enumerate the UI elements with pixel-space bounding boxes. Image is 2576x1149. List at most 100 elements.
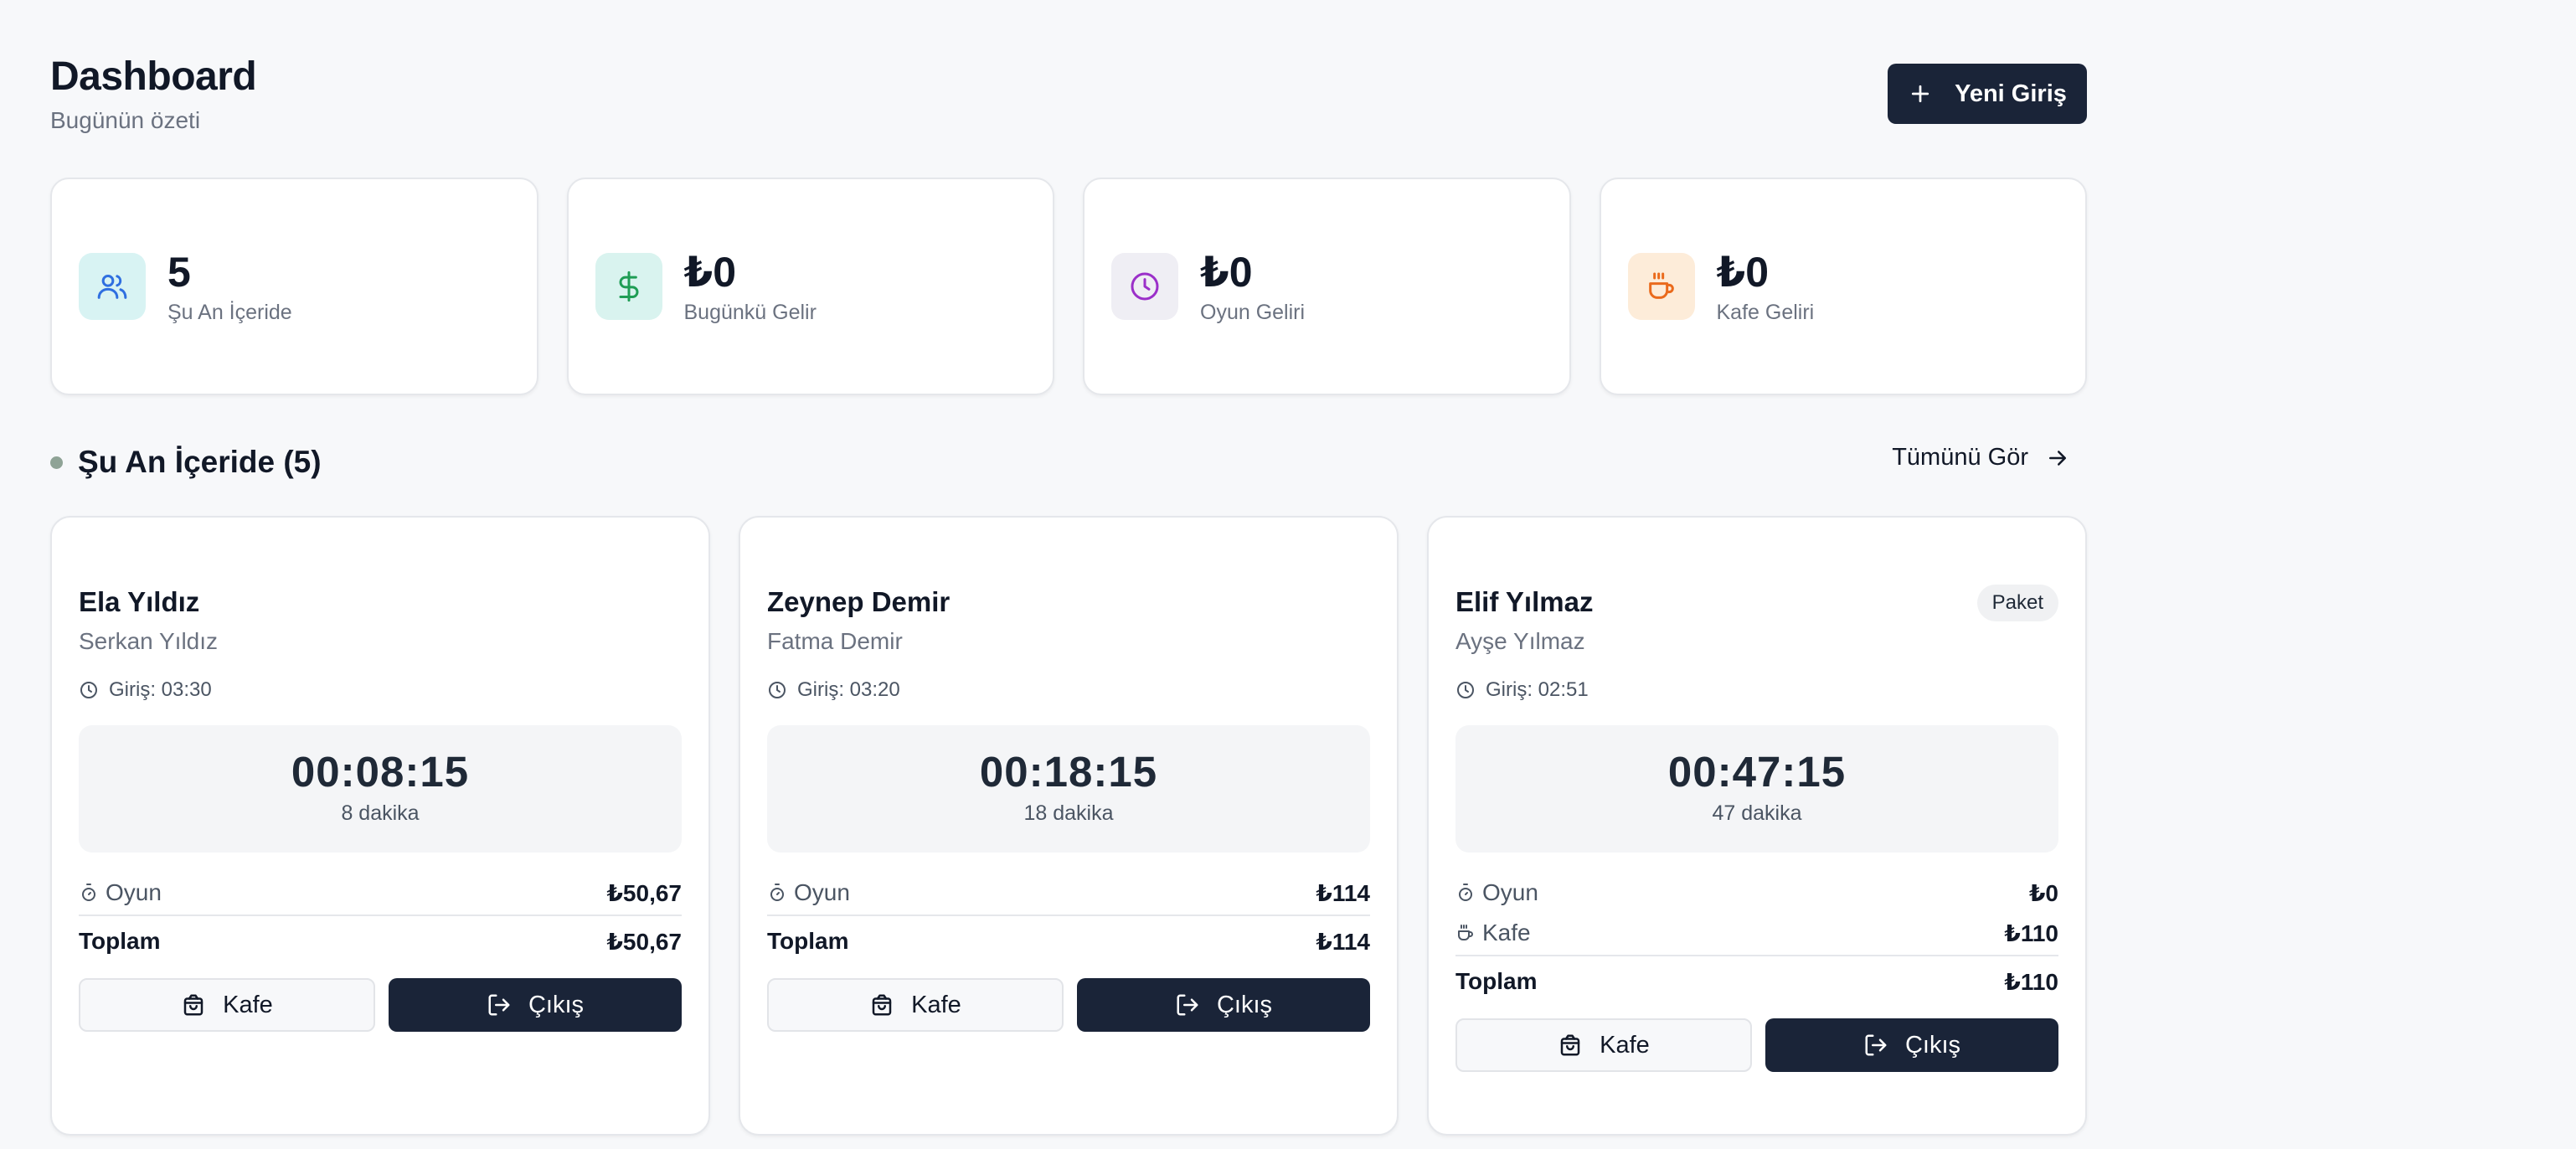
stat-card-inside-now: 5 Şu An İçeride bbox=[50, 178, 538, 395]
charge-lines: Oyun ₺0 Kafe ₺110 Toplam ₺110 bbox=[1455, 873, 2058, 1072]
timer-box: 00:47:15 47 dakika bbox=[1455, 725, 2058, 853]
game-charge-label: Oyun bbox=[79, 879, 162, 906]
parent-name: Fatma Demir bbox=[767, 628, 903, 654]
cafe-charge-value: ₺110 bbox=[2004, 920, 2058, 946]
page-header: Dashboard Bugünün özeti Yeni Giriş bbox=[50, 0, 2087, 176]
card-actions: Kafe Çıkış bbox=[79, 978, 682, 1032]
live-dot-icon bbox=[50, 456, 63, 469]
game-charge-value: ₺114 bbox=[1316, 879, 1370, 906]
exit-button[interactable]: Çıkış bbox=[1077, 978, 1370, 1032]
stat-icon-box bbox=[595, 253, 662, 320]
arrow-right-icon bbox=[2049, 450, 2066, 466]
timer-icon bbox=[82, 884, 95, 901]
session-card: Ela Yıldız Serkan Yıldız Giriş: 03:30 00… bbox=[50, 516, 710, 1136]
divider bbox=[79, 915, 682, 916]
stat-value: ₺0 bbox=[683, 248, 737, 296]
shopping-bag-icon bbox=[183, 994, 204, 1016]
card-actions: Kafe Çıkış bbox=[767, 978, 1370, 1032]
stat-text: 5 Şu An İçeride bbox=[167, 249, 292, 325]
total-label: Toplam bbox=[1455, 968, 1538, 994]
game-label-text: Oyun bbox=[1482, 879, 1538, 905]
package-badge: Paket bbox=[1976, 585, 2058, 621]
sessions-list: Ela Yıldız Serkan Yıldız Giriş: 03:30 00… bbox=[50, 516, 2087, 1136]
stat-value: ₺0 bbox=[1716, 248, 1770, 296]
plus-icon bbox=[1911, 85, 1929, 103]
section-title: Şu An İçeride (5) bbox=[78, 445, 322, 479]
cafe-button[interactable]: Kafe bbox=[767, 978, 1064, 1032]
total-value: ₺110 bbox=[2004, 968, 2058, 995]
cafe-button[interactable]: Kafe bbox=[79, 978, 375, 1032]
see-all-label: Tümünü Gör bbox=[1892, 444, 2028, 471]
new-entry-label: Yeni Giriş bbox=[1955, 80, 2067, 107]
stat-text: ₺0 Oyun Geliri bbox=[1200, 249, 1305, 325]
divider bbox=[767, 915, 1370, 916]
session-card: Zeynep Demir Fatma Demir Giriş: 03:20 00… bbox=[739, 516, 1399, 1136]
exit-button[interactable]: Çıkış bbox=[389, 978, 682, 1032]
coffee-icon bbox=[1648, 272, 1674, 299]
cafe-button-label: Kafe bbox=[911, 991, 961, 1018]
entry-time: Giriş: 03:20 bbox=[767, 678, 900, 702]
timer-box: 00:08:15 8 dakika bbox=[79, 725, 682, 853]
cafe-button-label: Kafe bbox=[223, 991, 273, 1018]
session-card: Elif Yılmaz Ayşe Yılmaz Paket Giriş: 02:… bbox=[1427, 516, 2087, 1136]
game-charge-row: Oyun ₺114 bbox=[767, 873, 1370, 913]
exit-button[interactable]: Çıkış bbox=[1765, 1018, 2058, 1072]
cafe-button[interactable]: Kafe bbox=[1455, 1018, 1752, 1072]
timer-box: 00:18:15 18 dakika bbox=[767, 725, 1370, 853]
stat-icon-box bbox=[1627, 253, 1695, 320]
total-row: Toplam ₺114 bbox=[767, 921, 1370, 961]
shopping-bag-icon bbox=[872, 994, 892, 1016]
stat-icon-box bbox=[1111, 253, 1178, 320]
log-out-icon bbox=[1865, 1034, 1887, 1056]
stat-label: Kafe Geliri bbox=[1716, 300, 1815, 324]
entry-time: Giriş: 03:30 bbox=[79, 678, 212, 702]
dashboard-page: Dashboard Bugünün özeti Yeni Giriş 5 Şu … bbox=[50, 0, 2087, 1136]
see-all-link[interactable]: Tümünü Gör bbox=[1892, 444, 2070, 471]
game-charge-value: ₺50,67 bbox=[606, 879, 682, 906]
exit-button-label: Çıkış bbox=[528, 991, 585, 1018]
coffee-icon bbox=[1458, 925, 1473, 940]
clock-icon bbox=[1131, 272, 1159, 301]
timer-icon bbox=[770, 884, 784, 901]
shopping-bag-icon bbox=[1560, 1034, 1580, 1056]
charge-lines: Oyun ₺50,67 Toplam ₺50,67 Kafe bbox=[79, 873, 682, 1032]
elapsed-minutes: 47 dakika bbox=[1712, 801, 1802, 825]
cafe-button-label: Kafe bbox=[1600, 1031, 1650, 1059]
elapsed-timer: 00:18:15 bbox=[979, 748, 1158, 796]
exit-button-label: Çıkış bbox=[1904, 1031, 1961, 1059]
stat-value: ₺0 bbox=[1200, 248, 1253, 296]
charge-lines: Oyun ₺114 Toplam ₺114 Kafe Çıkı bbox=[767, 873, 1370, 1032]
elapsed-timer: 00:47:15 bbox=[1667, 748, 1847, 796]
cafe-label-text: Kafe bbox=[1482, 920, 1531, 945]
clock-icon bbox=[80, 682, 97, 698]
child-name: Zeynep Demir bbox=[767, 586, 951, 617]
total-value: ₺114 bbox=[1316, 928, 1370, 955]
total-value: ₺50,67 bbox=[606, 928, 682, 955]
game-charge-label: Oyun bbox=[767, 879, 850, 906]
child-name: Elif Yılmaz bbox=[1455, 586, 1594, 617]
new-entry-button[interactable]: Yeni Giriş bbox=[1888, 64, 2087, 124]
child-name: Ela Yıldız bbox=[79, 586, 200, 617]
clock-icon bbox=[769, 682, 786, 698]
entry-time-text: Giriş: 03:20 bbox=[797, 678, 900, 701]
page-subtitle: Bugünün özeti bbox=[50, 107, 201, 133]
game-charge-row: Oyun ₺50,67 bbox=[79, 873, 682, 913]
divider bbox=[1455, 955, 2058, 956]
cafe-charge-label: Kafe bbox=[1455, 920, 1531, 946]
game-label-text: Oyun bbox=[794, 879, 850, 905]
stat-value: 5 bbox=[167, 248, 191, 296]
elapsed-minutes: 8 dakika bbox=[341, 801, 420, 825]
total-row: Toplam ₺110 bbox=[1455, 961, 2058, 1002]
stat-label: Şu An İçeride bbox=[167, 300, 292, 324]
dollar-icon bbox=[619, 271, 638, 302]
log-out-icon bbox=[488, 994, 510, 1016]
entry-time-text: Giriş: 02:51 bbox=[1486, 678, 1589, 701]
cafe-charge-row: Kafe ₺110 bbox=[1455, 913, 2058, 953]
page-title: Dashboard bbox=[50, 54, 257, 99]
total-label: Toplam bbox=[767, 928, 849, 954]
entry-time-text: Giriş: 03:30 bbox=[109, 678, 212, 701]
total-label: Toplam bbox=[79, 928, 161, 954]
stat-card-game-revenue: ₺0 Oyun Geliri bbox=[1083, 178, 1571, 395]
stats-row: 5 Şu An İçeride ₺0 Bugünkü Gelir bbox=[50, 178, 2087, 395]
stat-label: Bugünkü Gelir bbox=[683, 300, 817, 324]
